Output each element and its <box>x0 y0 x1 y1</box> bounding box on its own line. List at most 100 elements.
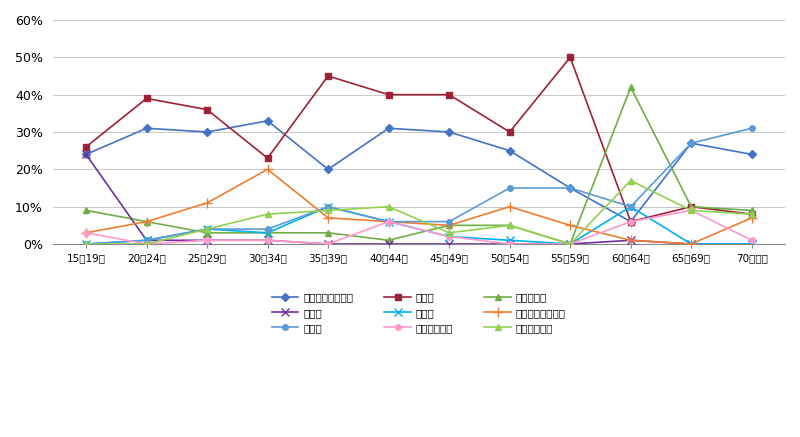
就職・転職・転業 <box>323 167 333 172</box>
退職・廃業 <box>686 204 696 209</box>
Line: 退職・廃業: 退職・廃業 <box>82 84 755 247</box>
交通の利便性 <box>384 219 394 224</box>
生活の利便性 <box>626 178 635 183</box>
生活の利便性 <box>202 226 212 232</box>
退職・廃業 <box>323 230 333 236</box>
Line: 転　勤: 転 勤 <box>83 55 754 224</box>
転　勤 <box>747 212 757 217</box>
退職・廃業 <box>566 241 575 246</box>
生活の利便性 <box>262 212 272 217</box>
転　勤 <box>566 55 575 60</box>
就職・転職・転業 <box>384 126 394 131</box>
卒　業 <box>505 238 514 243</box>
住　宅 <box>82 241 91 246</box>
就　学 <box>505 241 514 246</box>
卒　業 <box>747 241 757 246</box>
転　勤 <box>505 129 514 135</box>
生活の利便性 <box>566 241 575 246</box>
転　勤 <box>323 73 333 79</box>
Line: 生活の利便性: 生活の利便性 <box>82 177 755 247</box>
生活の利便性 <box>82 241 91 246</box>
卒　業 <box>686 241 696 246</box>
交通の利便性 <box>262 238 272 243</box>
生活の利便性 <box>686 208 696 213</box>
就　学 <box>444 241 454 246</box>
退職・廃業 <box>262 230 272 236</box>
結婚・離婚・縁組 <box>323 215 333 221</box>
就　学 <box>566 241 575 246</box>
結婚・離婚・縁組 <box>202 200 212 205</box>
転　勤 <box>384 92 394 97</box>
交通の利便性 <box>323 241 333 246</box>
結婚・離婚・縁組 <box>626 238 635 243</box>
卒　業 <box>444 234 454 239</box>
卒　業 <box>202 226 212 232</box>
転　勤 <box>686 204 696 209</box>
住　宅 <box>686 141 696 146</box>
住　宅 <box>202 226 212 232</box>
住　宅 <box>384 219 394 224</box>
就職・転職・転業 <box>566 185 575 191</box>
卒　業 <box>262 230 272 236</box>
卒　業 <box>142 238 151 243</box>
転　勤 <box>142 96 151 101</box>
住　宅 <box>323 204 333 209</box>
交通の利便性 <box>444 234 454 239</box>
生活の利便性 <box>384 204 394 209</box>
交通の利便性 <box>747 238 757 243</box>
Line: 交通の利便性: 交通の利便性 <box>83 208 754 247</box>
就　学 <box>82 152 91 157</box>
Legend: 就職・転職・転業, 就　学, 住　宅, 転　勤, 卒　業, 交通の利便性, 退職・廃業, 結婚・離婚・縁組, 生活の利便性: 就職・転職・転業, 就 学, 住 宅, 転 勤, 卒 業, 交通の利便性, 退職… <box>269 290 569 336</box>
交通の利便性 <box>142 241 151 246</box>
就職・転職・転業 <box>142 126 151 131</box>
就　学 <box>747 241 757 246</box>
生活の利便性 <box>505 223 514 228</box>
退職・廃業 <box>142 219 151 224</box>
住　宅 <box>262 226 272 232</box>
卒　業 <box>384 219 394 224</box>
生活の利便性 <box>323 208 333 213</box>
卒　業 <box>323 204 333 209</box>
就職・転職・転業 <box>82 152 91 157</box>
生活の利便性 <box>444 230 454 236</box>
生活の利便性 <box>747 212 757 217</box>
住　宅 <box>505 185 514 191</box>
退職・廃業 <box>202 230 212 236</box>
退職・廃業 <box>384 238 394 243</box>
就職・転職・転業 <box>686 141 696 146</box>
就職・転職・転業 <box>444 129 454 135</box>
転　勤 <box>82 144 91 149</box>
転　勤 <box>444 92 454 97</box>
就　学 <box>202 238 212 243</box>
交通の利便性 <box>82 230 91 236</box>
交通の利便性 <box>202 238 212 243</box>
住　宅 <box>142 238 151 243</box>
結婚・離婚・縁組 <box>142 219 151 224</box>
卒　業 <box>82 241 91 246</box>
結婚・離婚・縁組 <box>566 223 575 228</box>
就職・転職・転業 <box>626 219 635 224</box>
転　勤 <box>626 219 635 224</box>
就職・転職・転業 <box>202 129 212 135</box>
交通の利便性 <box>505 241 514 246</box>
Line: 卒　業: 卒 業 <box>82 202 756 248</box>
就職・転職・転業 <box>747 152 757 157</box>
交通の利便性 <box>686 208 696 213</box>
就　学 <box>142 238 151 243</box>
就　学 <box>626 238 635 243</box>
就　学 <box>686 241 696 246</box>
交通の利便性 <box>626 219 635 224</box>
結婚・離婚・縁組 <box>82 230 91 236</box>
結婚・離婚・縁組 <box>444 223 454 228</box>
就　学 <box>323 241 333 246</box>
退職・廃業 <box>82 208 91 213</box>
Line: 就　学: 就 学 <box>82 150 756 248</box>
住　宅 <box>747 126 757 131</box>
卒　業 <box>626 204 635 209</box>
退職・廃業 <box>444 223 454 228</box>
就職・転職・転業 <box>262 118 272 123</box>
Line: 結婚・離婚・縁組: 結婚・離婚・縁組 <box>81 164 757 249</box>
就職・転職・転業 <box>505 148 514 153</box>
Line: 就職・転職・転業: 就職・転職・転業 <box>83 118 754 224</box>
転　勤 <box>262 156 272 161</box>
